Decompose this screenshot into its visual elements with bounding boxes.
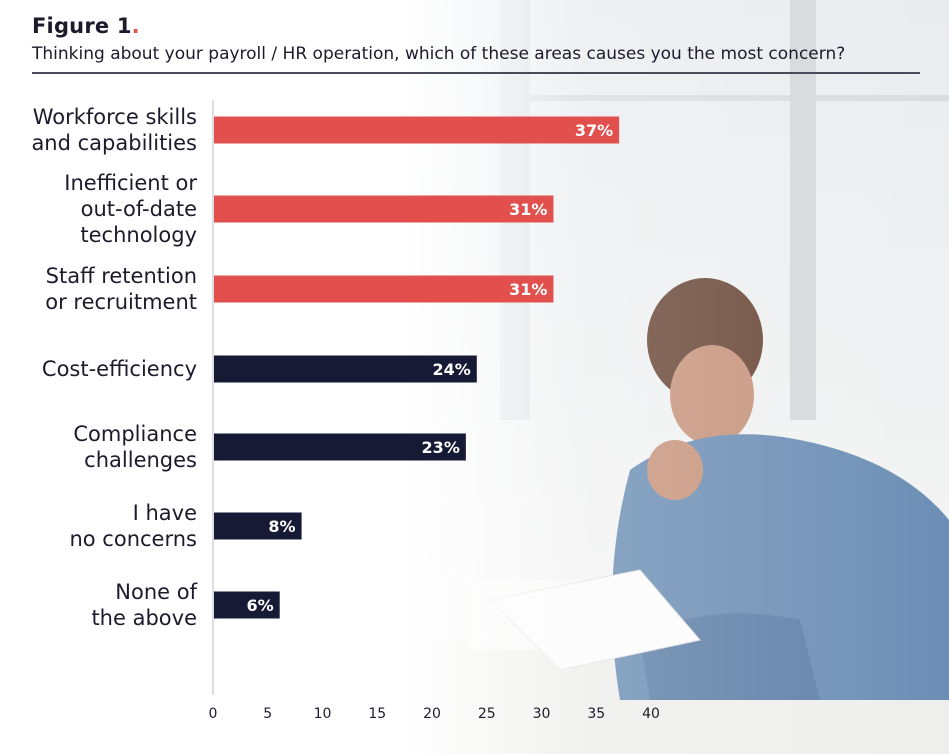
- category-label: Staff retention: [46, 264, 197, 288]
- bar: [214, 591, 280, 619]
- bar: [214, 355, 477, 383]
- category-label: no concerns: [69, 527, 197, 551]
- bar-value-label: 6%: [247, 596, 274, 615]
- x-tick-label: 20: [423, 706, 441, 722]
- category-label: Workforce skills: [33, 105, 197, 129]
- bar: [214, 275, 554, 303]
- category-label: None of: [115, 580, 197, 604]
- x-tick-label: 0: [209, 706, 218, 722]
- category-label: Cost-efficiency: [42, 357, 197, 381]
- x-tick-label: 40: [642, 706, 660, 722]
- bar-value-label: 31%: [509, 200, 547, 219]
- bar-value-label: 37%: [575, 121, 613, 140]
- bar: [214, 116, 620, 144]
- category-label: I have: [133, 501, 197, 525]
- bar-value-label: 31%: [509, 280, 547, 299]
- chart-title: Thinking about your payroll / HR operati…: [32, 44, 846, 64]
- x-tick-label: 10: [314, 706, 332, 722]
- bar-value-label: 8%: [268, 517, 295, 536]
- bar-value-label: 24%: [433, 360, 471, 379]
- x-tick-label: 5: [263, 706, 272, 722]
- bar: [214, 195, 554, 223]
- figure-label: Figure 1.: [32, 14, 140, 38]
- category-label: technology: [80, 223, 197, 247]
- category-label: challenges: [84, 448, 197, 472]
- category-label: Inefficient or: [64, 171, 197, 195]
- figure-label-text: Figure 1: [32, 14, 132, 38]
- figure-label-dot: .: [131, 14, 140, 38]
- bar: [214, 433, 466, 461]
- x-tick-label: 25: [478, 706, 496, 722]
- x-tick-label: 35: [587, 706, 605, 722]
- bar-value-label: 23%: [422, 438, 460, 457]
- category-label: out-of-date: [81, 197, 197, 221]
- category-label: or recruitment: [45, 290, 197, 314]
- bar: [214, 512, 302, 540]
- category-label: Compliance: [73, 422, 197, 446]
- x-tick-label: 15: [368, 706, 386, 722]
- x-tick-label: 30: [533, 706, 551, 722]
- category-label: the above: [91, 606, 197, 630]
- category-label: and capabilities: [31, 131, 197, 155]
- title-divider: [32, 72, 920, 74]
